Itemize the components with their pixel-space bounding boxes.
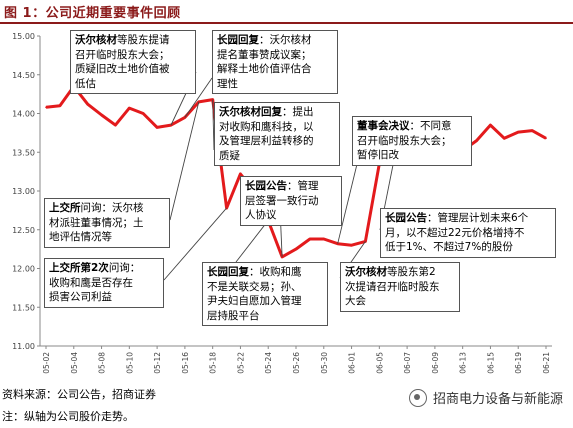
annotation-changyuan-reply-2: 长园回复：收购和鹰 不是关联交易；孙、 尹夫妇自愿加入管理 层持股平台 (202, 262, 328, 326)
title-rule (0, 22, 573, 24)
source-note: 资料来源：公司公告，招商证券 (2, 388, 156, 401)
price-point (114, 124, 117, 126)
y-tick-label: 12.50 (12, 226, 35, 235)
x-tick-label: 06-09 (431, 352, 440, 374)
annotation-body: 等股东第2 次提请召开临时股东 大会 (345, 266, 440, 307)
y-tick-label: 15.00 (12, 32, 35, 41)
x-tick-label: 05-30 (320, 352, 329, 374)
price-point (322, 238, 325, 240)
annotation-body: ：不同意 召开临时股东大会； 暂停旧改 (357, 120, 452, 161)
y-tick-label: 13.50 (12, 148, 35, 157)
price-point (128, 107, 131, 109)
x-tick-label: 06-21 (542, 352, 551, 374)
x-tick-label: 05-08 (98, 352, 107, 374)
annotation-head: 董事会决议 (357, 120, 410, 132)
annotation-head: 长园回复 (217, 34, 259, 46)
x-tick-label: 05-02 (42, 352, 51, 374)
annotation-body: ：收购和鹰 不是关联交易；孙、 尹夫妇自愿加入管理 层持股平台 (207, 266, 302, 322)
axis-note: 注：纵轴为公司股价走势。 (2, 410, 134, 423)
price-point (309, 238, 311, 240)
x-tick-label: 05-04 (70, 352, 79, 374)
annotation-leader-line (212, 99, 215, 151)
price-point (86, 103, 89, 105)
watermark-text: 招商电力设备与新能源 (432, 392, 563, 407)
y-tick-label: 11.00 (12, 342, 35, 351)
x-tick-label: 05-18 (209, 352, 218, 374)
price-point (350, 244, 353, 247)
annotation-head: 长园回复 (207, 266, 249, 278)
annotation-head: 长园公告 (385, 212, 427, 224)
price-point (295, 248, 297, 250)
x-tick-label: 06-01 (348, 352, 357, 374)
y-tick-label: 12.00 (12, 265, 35, 274)
price-point (142, 112, 145, 115)
price-point (503, 137, 506, 140)
stock-price-chart: 11.00 11.50 12.00 12.50 13.00 13.50 14.00 14.50… (12, 32, 552, 374)
annotation-head: 沃尔核材 (345, 266, 387, 278)
annotation-body: ：管理 层签署一致行动 人协议 (245, 180, 319, 221)
x-tick-label: 05-10 (125, 352, 134, 374)
annotation-body: ：沃尔核材 提名董事赞成议案； 解释土地价值评估合 理性 (217, 34, 312, 90)
annotation-changyuan-buyback-plan: 长园公告：管理层计划未来6个 月，以不超过22元价格增持不 低于1%、不超过7%… (380, 208, 556, 258)
annotation-body: 等股东提请 召开临时股东大会； 质疑旧改土地价值被 低估 (75, 34, 170, 90)
annotation-head: 沃尔核材回复 (219, 106, 282, 118)
annotation-changyuan-reply-1: 长园回复：沃尔核材 提名董事赞成议案； 解释土地价值评估合 理性 (212, 30, 338, 94)
price-point (489, 124, 492, 126)
x-tick-label: 05-24 (264, 352, 273, 374)
x-tick-label: 06-19 (514, 352, 523, 374)
x-tick-label: 05-12 (153, 352, 162, 374)
price-point (59, 104, 61, 107)
annotation-leader-line (163, 207, 227, 281)
x-tick-label: 06-07 (403, 352, 412, 374)
price-point (545, 137, 547, 140)
annotation-body: ：管理层计划未来6个 月，以不超过22元价格增持不 低于1%、不超过7%的股份 (385, 212, 529, 253)
wechat-channel-icon (408, 388, 427, 407)
x-tick-label: 06-15 (486, 352, 495, 374)
annotation-changyuan-concert-party: 长园公告：管理 层签署一致行动 人协议 (240, 176, 342, 226)
y-tick-label: 14.50 (12, 71, 35, 80)
annotation-leader-line (184, 77, 213, 118)
annotation-head: 沃尔核材 (75, 34, 117, 46)
annotation-wall-reply: 沃尔核材回复：提出 对收购和鹰科技，以 及管理层利益转移的 质疑 (214, 102, 340, 166)
annotation-leader-line (169, 101, 200, 221)
price-point (45, 106, 47, 109)
annotation-board-resolution: 董事会决议：不同意 召开临时股东大会； 暂停旧改 (352, 116, 472, 166)
price-point (475, 139, 478, 142)
watermark: 招商电力设备与新能源 (408, 388, 563, 407)
x-tick-label: 05-16 (181, 352, 190, 374)
annotation-body: 问询： 收购和鹰是否存在 损害公司利益 (49, 262, 141, 303)
annotation-leader-line (337, 159, 359, 244)
price-point (156, 126, 158, 129)
y-tick-label: 14.00 (12, 110, 35, 119)
annotation-head: 上交所 (49, 202, 81, 214)
x-tick-label: 06-05 (375, 352, 384, 374)
figure-title: 图 1：公司近期重要事件回顾 (4, 6, 181, 21)
x-tick-label: 05-22 (236, 352, 245, 374)
annotation-body: 问询：沃尔核 材派驻董事情况；土 地评估情况等 (49, 202, 144, 243)
x-tick-label: 06-13 (459, 352, 468, 374)
annotation-head: 长园公告 (245, 180, 287, 192)
price-point (517, 131, 520, 133)
annotation-sse-inquiry-2: 上交所第2次问询： 收购和鹰是否存在 损害公司利益 (44, 258, 164, 308)
annotation-wall-request-egm: 沃尔核材等股东提请 召开临时股东大会； 质疑旧改土地价值被 低估 (70, 30, 196, 94)
annotation-body: ：提出 对收购和鹰科技，以 及管理层利益转移的 质疑 (219, 106, 314, 162)
price-point (531, 129, 533, 132)
annotation-wall-request-egm-2: 沃尔核材等股东第2 次提请召开临时股东 大会 (340, 262, 460, 312)
x-tick-label: 05-26 (292, 352, 301, 374)
price-point (239, 173, 242, 175)
annotation-leader-line (235, 220, 269, 263)
annotation-head: 上交所第2次 (49, 262, 109, 274)
price-point (100, 114, 103, 116)
annotation-sse-inquiry-1: 上交所问询：沃尔核 材派驻董事情况；土 地评估情况等 (44, 198, 170, 248)
y-tick-label: 13.00 (12, 187, 35, 196)
y-tick-label: 11.50 (12, 303, 35, 312)
